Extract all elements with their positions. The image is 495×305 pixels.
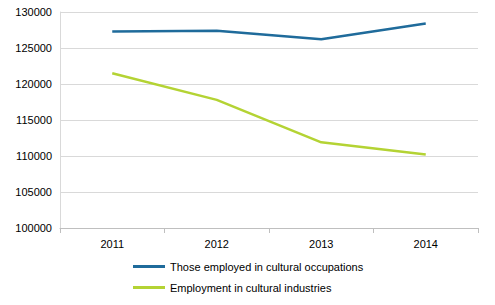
svg-text:2012: 2012 — [205, 238, 229, 250]
svg-text:125000: 125000 — [15, 42, 52, 54]
svg-text:115000: 115000 — [16, 114, 52, 126]
svg-text:2011: 2011 — [100, 238, 124, 250]
svg-text:Employment in cultural industr: Employment in cultural industries — [170, 282, 332, 294]
svg-text:120000: 120000 — [15, 78, 52, 90]
svg-text:Those employed in cultural occ: Those employed in cultural occupations — [170, 261, 364, 273]
svg-text:110000: 110000 — [16, 150, 52, 162]
svg-text:130000: 130000 — [15, 6, 52, 18]
svg-text:2014: 2014 — [414, 238, 438, 250]
svg-text:105000: 105000 — [15, 186, 52, 198]
svg-text:100000: 100000 — [15, 222, 52, 234]
svg-text:2013: 2013 — [309, 238, 333, 250]
